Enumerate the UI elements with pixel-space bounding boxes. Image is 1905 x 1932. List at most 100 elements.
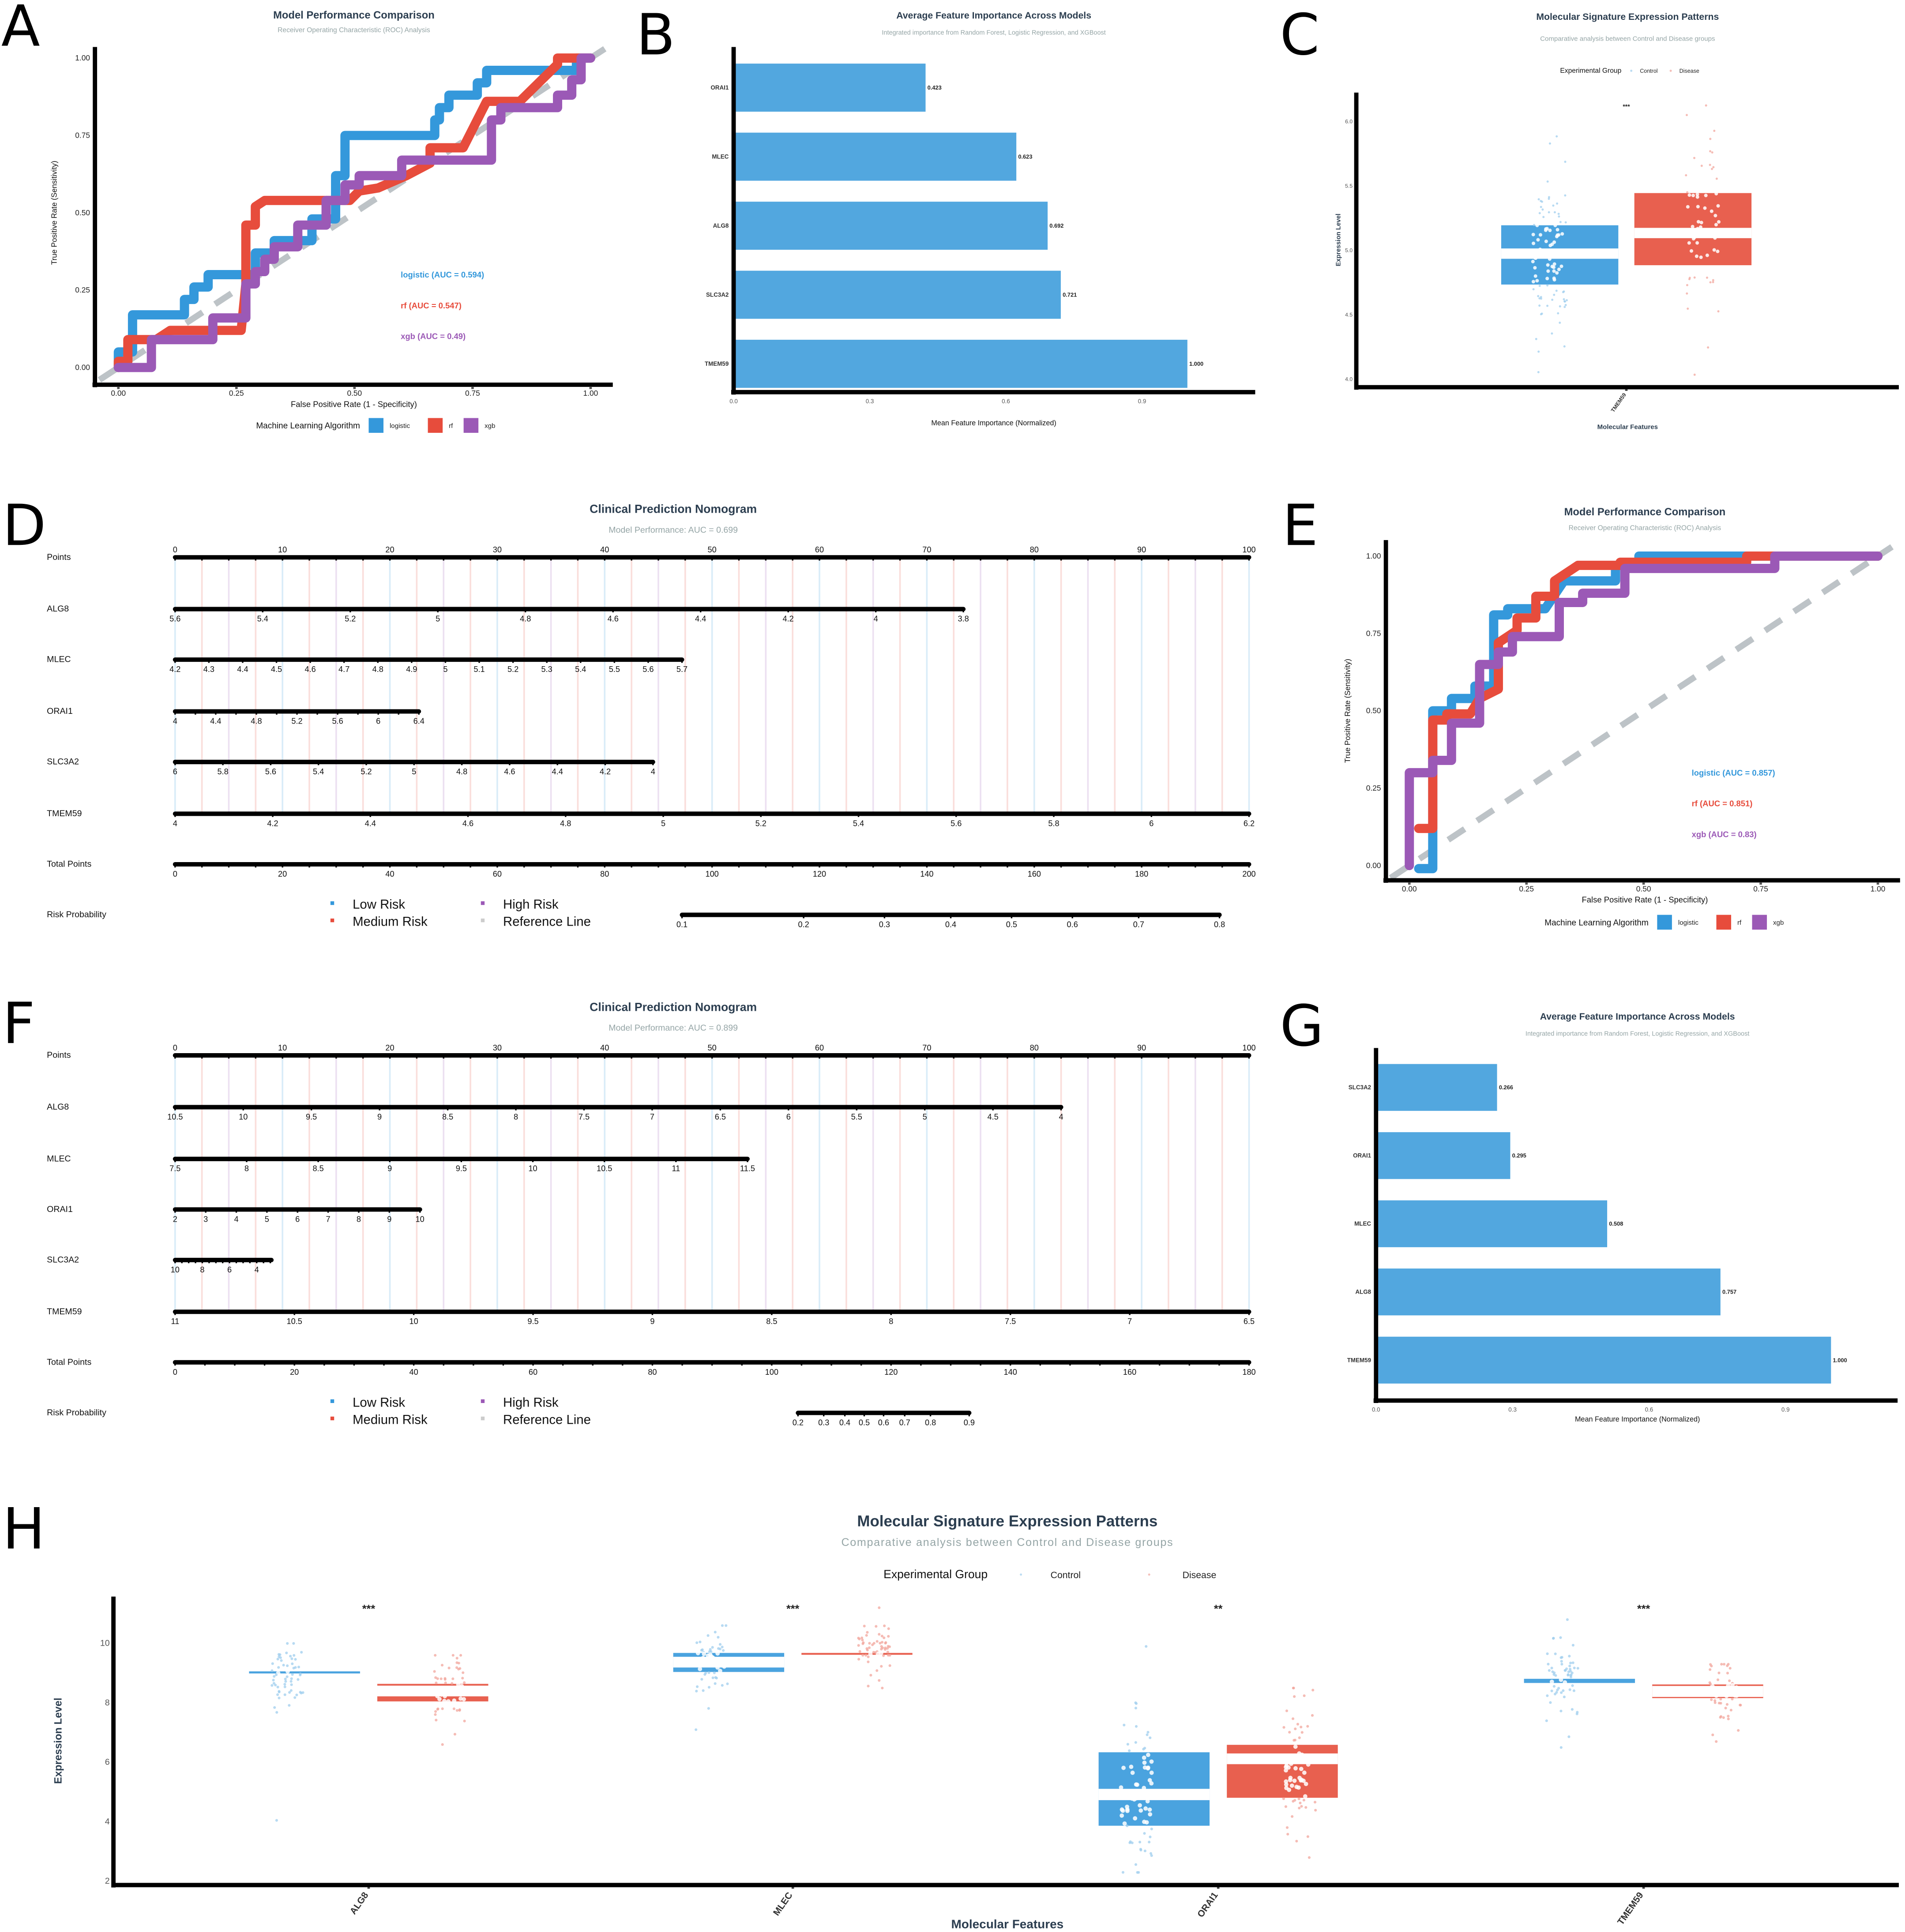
- data-point-disease: [434, 1710, 437, 1713]
- data-point-control: [1120, 1789, 1125, 1794]
- tick-label: 5.6: [951, 819, 962, 828]
- y-tick-label: 0.00: [75, 363, 90, 372]
- data-point-disease: [451, 1677, 455, 1681]
- tick-label: 10: [239, 1112, 248, 1121]
- data-point-control: [1138, 1790, 1142, 1795]
- y-tick-label: 0.50: [1366, 706, 1381, 715]
- tick-label: 4.2: [783, 615, 794, 623]
- tick-label: 4.4: [552, 767, 563, 776]
- data-point-disease: [857, 1644, 860, 1647]
- data-point-control: [1549, 1701, 1552, 1704]
- data-point-disease: [878, 1679, 881, 1682]
- tick-label: 120: [884, 1368, 898, 1377]
- tick-label: 8: [889, 1317, 893, 1326]
- tick-label: 5.2: [507, 665, 519, 674]
- row-label: Points: [47, 1050, 71, 1060]
- data-point-control: [1135, 1725, 1138, 1728]
- data-point-control: [1563, 306, 1566, 308]
- x-tick-label: 0.6: [1002, 398, 1010, 405]
- data-point-disease: [458, 1696, 463, 1701]
- data-point-disease: [1696, 234, 1700, 238]
- tick-label: 50: [708, 1043, 717, 1052]
- data-point-disease: [458, 1709, 461, 1712]
- legend-title: Experimental Group: [1560, 67, 1621, 75]
- data-point-control: [1548, 211, 1550, 214]
- tick-label: 20: [385, 545, 394, 554]
- data-point-control: [1552, 269, 1556, 273]
- data-point-control: [271, 1684, 274, 1687]
- legend-label: Medium Risk: [353, 1413, 428, 1427]
- data-point-control: [1126, 1824, 1129, 1827]
- data-point-disease: [1311, 1688, 1315, 1692]
- data-point-disease: [436, 1707, 440, 1711]
- tick-label: 4.8: [560, 819, 571, 828]
- legend-swatch-xgb: [1752, 915, 1767, 930]
- bar-orai1: [735, 64, 926, 112]
- data-point-control: [718, 1669, 722, 1673]
- data-point-disease: [1284, 1760, 1289, 1765]
- expression-chart-panel-c: Molecular Signature Expression Patterns C…: [1335, 12, 1899, 431]
- bar-value-label: 1.000: [1833, 1357, 1847, 1363]
- data-point-control: [1149, 1835, 1152, 1838]
- box-control-alg8: [249, 1671, 360, 1673]
- data-point-control: [1559, 305, 1561, 308]
- data-point-disease: [1297, 1775, 1302, 1780]
- data-point-disease: [460, 1687, 465, 1692]
- data-point-control: [1552, 262, 1556, 266]
- tick-label: 4.2: [169, 665, 180, 674]
- bar-value-label: 0.757: [1722, 1289, 1736, 1295]
- legend-label: Low Risk: [353, 897, 405, 912]
- data-point-disease: [1696, 227, 1700, 231]
- data-point-control: [1535, 279, 1539, 283]
- tick-label: 100: [765, 1368, 778, 1377]
- data-point-disease: [446, 1699, 451, 1704]
- tick-label: 0.9: [964, 1418, 975, 1427]
- y-tick-label: 6: [105, 1757, 110, 1767]
- data-point-control: [722, 1664, 727, 1669]
- tick-label: 9.5: [306, 1112, 317, 1121]
- data-point-control: [695, 1689, 698, 1693]
- data-point-control: [1563, 298, 1565, 300]
- tick-label: 0.2: [798, 920, 809, 929]
- tick-label: 5.4: [257, 615, 268, 623]
- bar-slc3a2: [1378, 1064, 1497, 1111]
- data-point-control: [1556, 202, 1559, 205]
- data-point-disease: [435, 1681, 438, 1684]
- legend-label-disease: Disease: [1680, 68, 1699, 74]
- data-point-control: [1571, 1661, 1574, 1664]
- data-point-control: [274, 1684, 277, 1687]
- tick-label: 0.6: [1067, 920, 1078, 929]
- tick-label: 5.2: [755, 819, 767, 828]
- data-point-control: [1563, 345, 1566, 348]
- legend-swatch: [330, 1399, 334, 1403]
- data-point-control: [1538, 212, 1541, 214]
- tick-label: 80: [1030, 545, 1039, 554]
- data-point-disease: [1686, 205, 1690, 209]
- tick-label: 5.2: [361, 767, 372, 776]
- data-point-disease: [1711, 1733, 1714, 1737]
- tick-label: 0: [173, 545, 177, 554]
- data-point-disease: [452, 1707, 455, 1711]
- data-point-disease: [1719, 1716, 1722, 1719]
- data-point-control: [711, 1646, 714, 1649]
- data-point-disease: [880, 1635, 883, 1638]
- data-point-control: [1564, 194, 1567, 197]
- data-point-control: [1129, 1840, 1132, 1843]
- data-point-control: [702, 1651, 706, 1656]
- row-label: TMEM59: [47, 1307, 82, 1317]
- bar-alg8: [735, 202, 1048, 250]
- significance-stars: ***: [1623, 103, 1630, 110]
- data-point-control: [1559, 221, 1562, 223]
- data-point-control: [1571, 1708, 1574, 1711]
- data-point-control: [300, 1692, 303, 1695]
- data-point-control: [695, 1641, 699, 1644]
- legend-label-logistic: logistic: [1678, 919, 1699, 927]
- data-point-control: [1546, 284, 1549, 287]
- tick-label: 8.5: [442, 1112, 453, 1121]
- chart-subtitle: Comparative analysis between Control and…: [1540, 35, 1715, 42]
- data-point-disease: [1300, 1805, 1303, 1808]
- row-label: Points: [47, 552, 71, 562]
- legend-label: Medium Risk: [353, 915, 428, 929]
- data-point-disease: [1306, 1725, 1309, 1728]
- data-point-control: [695, 1685, 699, 1688]
